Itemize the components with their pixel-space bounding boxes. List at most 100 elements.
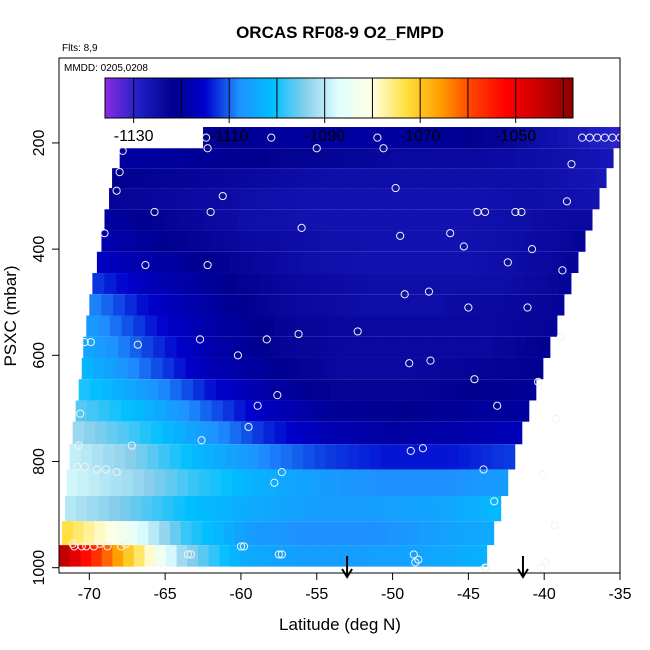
- sample-point: [479, 465, 488, 474]
- sample-point: [112, 186, 121, 195]
- heatmap-cell: [275, 209, 288, 231]
- heatmap-cell: [529, 251, 543, 274]
- heatmap-cell: [95, 421, 107, 445]
- heatmap-cell: [457, 251, 471, 274]
- heatmap-cell: [328, 336, 341, 358]
- heatmap-cell: [290, 400, 303, 422]
- heatmap-cell: [116, 273, 129, 295]
- heatmap-cell: [464, 230, 477, 252]
- heatmap-cell: [396, 168, 410, 189]
- heatmap-cell: [413, 496, 425, 522]
- heatmap-cell: [457, 168, 471, 189]
- heatmap-cell: [303, 444, 315, 470]
- heatmap-cell: [317, 188, 331, 210]
- sample-point: [511, 207, 520, 217]
- colorbar-tick-label: -1130: [114, 128, 154, 145]
- heatmap-cell: [184, 294, 197, 316]
- sample-point: [95, 539, 105, 548]
- heatmap-cell: [390, 148, 404, 169]
- heatmap-cell: [541, 251, 555, 274]
- heatmap-cell: [481, 444, 494, 470]
- heatmap-cell: [184, 496, 197, 522]
- heatmap-cell: [123, 545, 135, 567]
- heatmap-cell: [144, 148, 158, 169]
- heatmap-cell: [126, 521, 139, 546]
- heatmap-cell: [223, 168, 237, 189]
- heatmap-cell: [427, 230, 441, 252]
- heatmap-cell: [476, 421, 489, 445]
- sample-point: [100, 229, 109, 238]
- heatmap-cell: [276, 127, 288, 149]
- heatmap-cell: [447, 444, 460, 470]
- heatmap-cell: [173, 230, 187, 252]
- heatmap-cell: [342, 469, 354, 497]
- heatmap-cell: [370, 400, 383, 422]
- heatmap-cell: [415, 230, 429, 252]
- heatmap-cell: [433, 294, 446, 316]
- heatmap-cell: [65, 496, 77, 522]
- heatmap-cell: [318, 379, 331, 401]
- colorbar-gradient: [104, 77, 574, 119]
- heatmap-cell: [538, 148, 552, 169]
- heatmap-cell: [262, 209, 276, 231]
- heatmap-cell: [562, 188, 576, 210]
- heatmap-cell: [537, 188, 551, 210]
- heatmap-cell: [472, 400, 485, 422]
- heatmap-cell: [474, 469, 487, 497]
- heatmap-cell: [414, 444, 427, 470]
- heatmap-cell: [210, 230, 223, 252]
- heatmap-cell: [432, 379, 445, 401]
- heatmap-cell: [509, 315, 523, 337]
- heatmap-cell: [390, 545, 402, 567]
- heatmap-cell: [265, 127, 277, 149]
- heatmap-cell: [309, 315, 323, 337]
- heatmap-cell: [229, 421, 242, 445]
- heatmap-cell: [151, 421, 164, 445]
- heatmap-cell: [136, 294, 150, 316]
- heatmap-cell: [516, 294, 529, 316]
- heatmap-cell: [286, 127, 298, 149]
- heatmap-cell: [196, 357, 210, 380]
- heatmap-cell: [451, 230, 465, 252]
- heatmap-cell: [289, 357, 302, 380]
- heatmap-cell: [402, 496, 415, 522]
- heatmap-cell: [287, 209, 301, 231]
- sample-point: [267, 133, 276, 142]
- heatmap-cell: [380, 315, 393, 337]
- heatmap-cell: [556, 168, 570, 189]
- sample-point: [112, 468, 121, 477]
- heatmap-cell: [433, 251, 447, 274]
- heatmap-cell: [368, 545, 381, 567]
- heatmap-cell: [425, 444, 438, 470]
- heatmap-cell: [314, 444, 327, 470]
- heatmap-cell: [359, 496, 371, 522]
- heatmap-cell: [148, 521, 160, 546]
- heatmap-cell: [156, 148, 170, 169]
- heatmap-cell: [268, 188, 282, 210]
- heatmap-cell: [426, 400, 439, 422]
- heatmap-cell: [421, 127, 433, 149]
- heatmap-cell: [281, 336, 294, 358]
- sample-point: [206, 207, 215, 217]
- heatmap-cell: [439, 521, 452, 546]
- sample-point: [482, 563, 491, 572]
- sample-point: [150, 207, 159, 217]
- heatmap-cell: [588, 148, 602, 169]
- heatmap-cell: [493, 251, 507, 274]
- heatmap-cell: [415, 188, 429, 210]
- heatmap-cell: [525, 188, 539, 210]
- heatmap-cell: [102, 444, 115, 470]
- heatmap-cell: [254, 469, 266, 497]
- heatmap-cell: [531, 357, 544, 380]
- heatmap-cell: [162, 357, 175, 380]
- heatmap-cell: [313, 400, 326, 422]
- heatmap-cell: [407, 521, 419, 546]
- heatmap-cell: [143, 469, 156, 497]
- heatmap-cell: [337, 251, 351, 274]
- heatmap-cell: [86, 496, 99, 522]
- heatmap-cell: [91, 545, 103, 567]
- heatmap-cell: [246, 336, 259, 358]
- heatmap-cell: [176, 545, 188, 567]
- sample-point: [297, 223, 306, 232]
- heatmap-cell: [302, 400, 315, 422]
